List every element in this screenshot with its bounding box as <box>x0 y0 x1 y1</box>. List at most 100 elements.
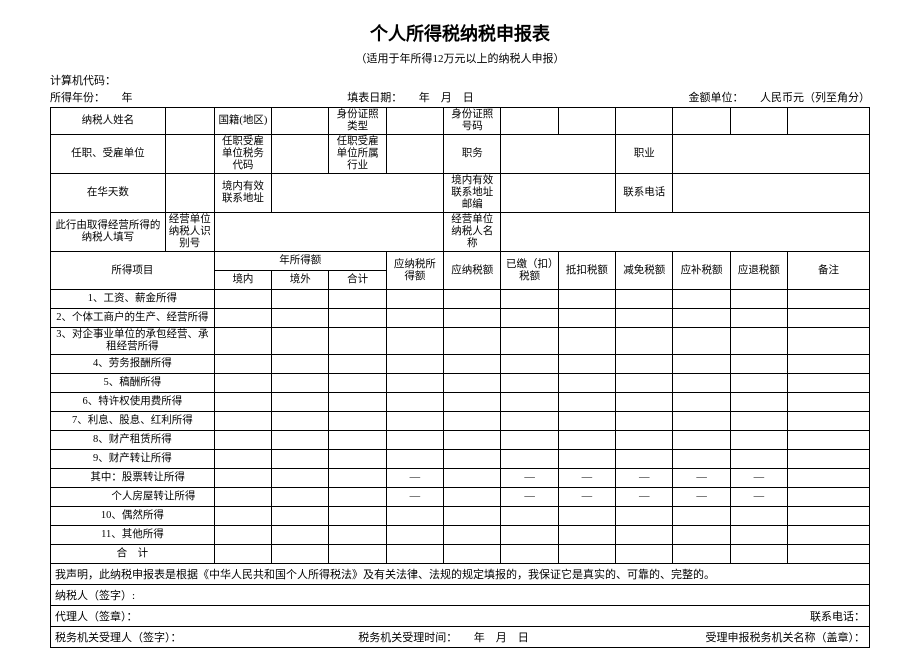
value-cell[interactable] <box>788 526 870 545</box>
value-cell[interactable] <box>329 412 386 431</box>
value-cell[interactable] <box>272 545 329 564</box>
value-cell[interactable] <box>386 526 443 545</box>
value-cell[interactable] <box>616 545 673 564</box>
id-digit-cell[interactable] <box>558 108 615 135</box>
id-digit-cell[interactable] <box>501 108 558 135</box>
value-cell[interactable] <box>501 309 558 328</box>
value-cell[interactable] <box>558 393 615 412</box>
value-cell[interactable] <box>444 374 501 393</box>
value-cell[interactable] <box>788 374 870 393</box>
value-cell[interactable] <box>730 309 787 328</box>
value-cell[interactable] <box>329 469 386 488</box>
value-cell[interactable] <box>214 393 271 412</box>
value-cell[interactable] <box>214 213 443 252</box>
value-cell[interactable] <box>501 526 558 545</box>
value-cell[interactable] <box>616 355 673 374</box>
value-cell[interactable] <box>386 393 443 412</box>
value-cell[interactable] <box>730 355 787 374</box>
value-cell[interactable] <box>272 108 329 135</box>
value-cell[interactable] <box>272 526 329 545</box>
value-cell[interactable] <box>329 450 386 469</box>
value-cell[interactable] <box>558 412 615 431</box>
value-cell[interactable] <box>788 355 870 374</box>
value-cell[interactable] <box>329 309 386 328</box>
value-cell[interactable] <box>501 450 558 469</box>
id-digit-cell[interactable] <box>788 108 870 135</box>
value-cell[interactable] <box>616 290 673 309</box>
value-cell[interactable] <box>272 412 329 431</box>
value-cell[interactable] <box>558 328 615 355</box>
value-cell[interactable] <box>616 328 673 355</box>
value-cell[interactable] <box>616 412 673 431</box>
value-cell[interactable] <box>329 526 386 545</box>
value-cell[interactable] <box>214 526 271 545</box>
value-cell[interactable] <box>444 526 501 545</box>
value-cell[interactable] <box>214 309 271 328</box>
value-cell[interactable] <box>558 545 615 564</box>
value-cell[interactable] <box>673 355 730 374</box>
value-cell[interactable] <box>386 431 443 450</box>
value-cell[interactable] <box>558 507 615 526</box>
value-cell[interactable] <box>386 374 443 393</box>
value-cell[interactable] <box>616 507 673 526</box>
value-cell[interactable] <box>214 507 271 526</box>
value-cell[interactable] <box>214 328 271 355</box>
value-cell[interactable] <box>673 431 730 450</box>
value-cell[interactable] <box>616 393 673 412</box>
value-cell[interactable] <box>444 431 501 450</box>
value-cell[interactable] <box>272 328 329 355</box>
value-cell[interactable] <box>788 431 870 450</box>
value-cell[interactable] <box>501 374 558 393</box>
value-cell[interactable] <box>501 431 558 450</box>
value-cell[interactable] <box>616 450 673 469</box>
value-cell[interactable] <box>673 328 730 355</box>
value-cell[interactable] <box>214 450 271 469</box>
value-cell[interactable] <box>165 108 214 135</box>
value-cell[interactable] <box>673 393 730 412</box>
value-cell[interactable] <box>788 290 870 309</box>
value-cell[interactable] <box>730 290 787 309</box>
value-cell[interactable] <box>673 507 730 526</box>
value-cell[interactable] <box>386 328 443 355</box>
value-cell[interactable] <box>558 355 615 374</box>
value-cell[interactable] <box>214 290 271 309</box>
id-digit-cell[interactable] <box>730 108 787 135</box>
value-cell[interactable] <box>501 135 616 174</box>
value-cell[interactable] <box>788 469 870 488</box>
value-cell[interactable] <box>616 374 673 393</box>
value-cell[interactable] <box>272 469 329 488</box>
value-cell[interactable] <box>673 290 730 309</box>
value-cell[interactable] <box>444 450 501 469</box>
value-cell[interactable] <box>272 290 329 309</box>
value-cell[interactable] <box>444 290 501 309</box>
value-cell[interactable] <box>501 545 558 564</box>
value-cell[interactable] <box>673 309 730 328</box>
value-cell[interactable] <box>214 412 271 431</box>
value-cell[interactable] <box>558 374 615 393</box>
value-cell[interactable] <box>386 507 443 526</box>
value-cell[interactable] <box>501 393 558 412</box>
id-digit-cell[interactable] <box>616 108 673 135</box>
value-cell[interactable] <box>214 545 271 564</box>
value-cell[interactable] <box>444 309 501 328</box>
value-cell[interactable] <box>788 309 870 328</box>
value-cell[interactable] <box>329 290 386 309</box>
value-cell[interactable] <box>501 174 616 213</box>
value-cell[interactable] <box>730 431 787 450</box>
value-cell[interactable] <box>214 488 271 507</box>
value-cell[interactable] <box>730 450 787 469</box>
value-cell[interactable] <box>558 526 615 545</box>
value-cell[interactable] <box>501 412 558 431</box>
value-cell[interactable] <box>386 412 443 431</box>
value-cell[interactable] <box>444 469 501 488</box>
value-cell[interactable] <box>444 355 501 374</box>
value-cell[interactable] <box>788 545 870 564</box>
value-cell[interactable] <box>730 328 787 355</box>
value-cell[interactable] <box>214 469 271 488</box>
value-cell[interactable] <box>616 431 673 450</box>
value-cell[interactable] <box>558 309 615 328</box>
value-cell[interactable] <box>329 507 386 526</box>
value-cell[interactable] <box>730 526 787 545</box>
value-cell[interactable] <box>673 135 870 174</box>
value-cell[interactable] <box>501 290 558 309</box>
